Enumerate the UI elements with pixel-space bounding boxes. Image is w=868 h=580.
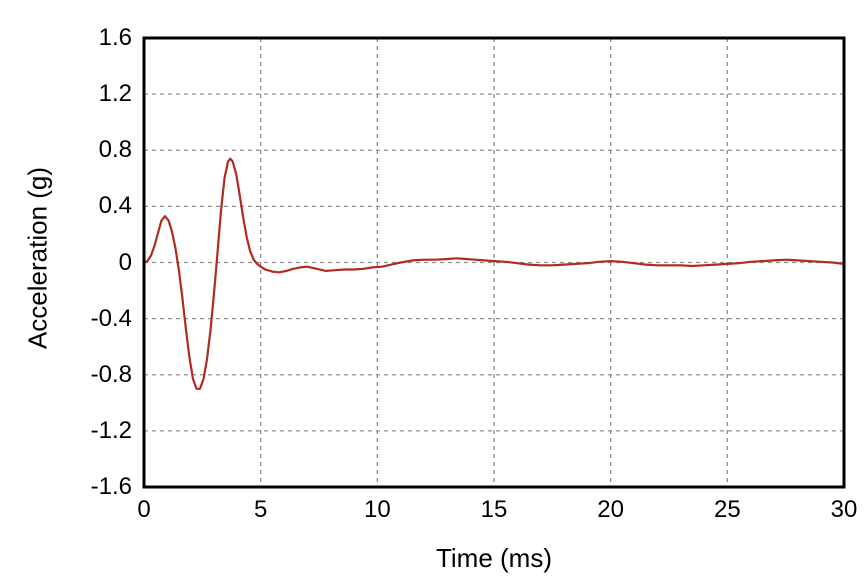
y-tick-label: 0.4 — [98, 192, 132, 220]
x-tick-label: 15 — [480, 496, 508, 523]
y-tick-label: 0.8 — [98, 136, 132, 164]
axis-frame — [142, 36, 846, 489]
x-tick-label: 5 — [253, 496, 268, 523]
x-tick-label: 25 — [713, 496, 741, 523]
acceleration-trace — [142, 157, 846, 390]
x-tick-label: 0 — [137, 496, 151, 523]
y-tick-label: -1.6 — [90, 473, 132, 500]
y-tick-label: 0 — [118, 248, 132, 276]
y-tick-label: 1.2 — [98, 80, 132, 108]
x-tick-label: 20 — [597, 496, 625, 523]
y-axis-title: Acceleration (g) — [22, 166, 53, 350]
y-tick-label: -0.8 — [90, 360, 132, 388]
y-tick-label: -1.2 — [90, 416, 132, 444]
y-tick-label: 1.6 — [98, 24, 132, 51]
x-tick-label: 10 — [363, 496, 391, 523]
y-tick-label: -0.4 — [90, 304, 132, 332]
x-axis-title: Time (ms) — [435, 543, 553, 573]
x-tick-label: 30 — [830, 496, 858, 523]
